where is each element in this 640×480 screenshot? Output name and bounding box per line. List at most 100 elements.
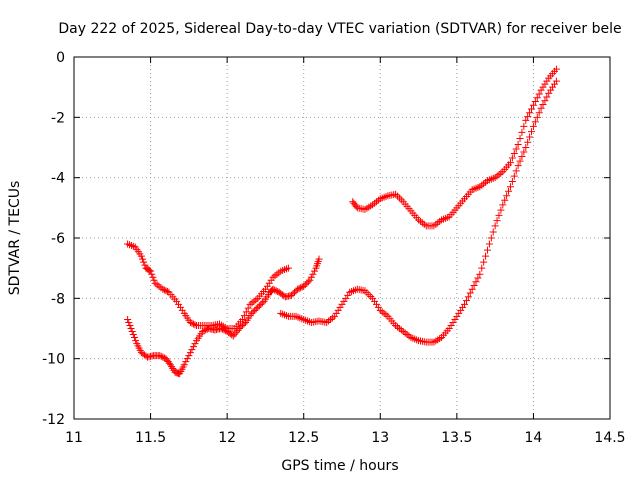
grid (74, 57, 610, 419)
y-tick-label: -12 (42, 412, 65, 428)
data-point (251, 306, 259, 314)
data-point (219, 325, 227, 333)
data-point (380, 309, 388, 317)
data-point (495, 171, 503, 179)
data-point (186, 318, 194, 326)
data-point (397, 196, 405, 204)
data-point (453, 312, 461, 320)
data-point (495, 211, 503, 219)
data-point (202, 326, 210, 334)
data-point (191, 321, 199, 329)
data-point (281, 266, 289, 274)
data-point (470, 282, 478, 290)
data-point (200, 327, 208, 335)
data-point (545, 89, 553, 97)
data-point (235, 325, 243, 332)
data-point (510, 172, 518, 180)
data-point (397, 326, 405, 334)
x-tick-label: 13.5 (441, 430, 472, 446)
data-point (552, 77, 560, 85)
data-point (336, 303, 344, 311)
data-point (162, 287, 170, 295)
series-track-3 (277, 77, 560, 346)
data-point (151, 279, 159, 287)
series-track-4 (349, 65, 560, 230)
data-point (528, 128, 536, 136)
data-point (537, 86, 545, 94)
data-point (418, 219, 426, 227)
data-point (529, 101, 537, 109)
data-point (304, 278, 312, 286)
data-point (483, 246, 491, 254)
x-tick-label: 11 (65, 430, 83, 446)
data-point (269, 285, 277, 293)
data-point (310, 267, 318, 275)
data-point (175, 300, 183, 308)
data-point (535, 90, 543, 98)
data-point (462, 297, 470, 305)
data-point (457, 306, 465, 314)
data-point (124, 315, 132, 323)
data-point (482, 252, 490, 260)
data-point (512, 145, 520, 153)
data-point (244, 304, 252, 312)
data-point (128, 328, 136, 336)
data-point (491, 222, 499, 230)
data-point (464, 293, 472, 301)
data-point (323, 318, 331, 326)
data-point (291, 288, 299, 296)
data-point (474, 274, 482, 282)
data-point (505, 187, 513, 195)
x-tick-label: 12 (218, 430, 236, 446)
data-point (394, 323, 402, 331)
y-tick-label: -8 (51, 291, 65, 307)
x-tick-labels: 11 11.5 12 12.5 13 13.5 14 14.5 (65, 430, 626, 446)
data-point (524, 138, 532, 146)
data-point (399, 328, 407, 336)
data-point (180, 361, 188, 369)
data-point (328, 314, 336, 322)
data-point (242, 308, 250, 316)
data-point (301, 281, 309, 289)
data-point (466, 289, 474, 297)
chart-title: Day 222 of 2025, Sidereal Day-to-day VTE… (58, 21, 621, 37)
data-point (524, 113, 532, 121)
x-axis-label: GPS time / hours (281, 458, 398, 474)
data-point (188, 319, 196, 327)
data-point (220, 326, 228, 334)
data-point (127, 242, 135, 250)
data-point (487, 175, 495, 183)
data-point (240, 320, 248, 328)
x-tick-label: 13 (371, 430, 389, 446)
data-point (297, 284, 305, 292)
data-point (514, 140, 522, 148)
data-point (150, 276, 158, 284)
data-point (257, 300, 265, 308)
data-point (148, 270, 156, 278)
data-point (512, 167, 520, 175)
data-point (300, 282, 308, 290)
data-point (472, 278, 480, 286)
data-point (501, 196, 509, 204)
data-point (289, 290, 297, 298)
data-point (147, 267, 155, 275)
data-point (361, 287, 369, 295)
data-point (149, 273, 157, 281)
data-point (369, 294, 377, 302)
plot-frame (73, 56, 611, 420)
data-point (159, 353, 167, 361)
data-point (263, 282, 271, 290)
data-point (258, 299, 266, 307)
y-tick-label: -6 (51, 231, 65, 247)
data-point (522, 144, 530, 151)
data-point (344, 291, 352, 299)
data-point (271, 272, 279, 280)
data-point (186, 349, 194, 357)
data-point (140, 258, 148, 266)
data-point (284, 264, 292, 272)
data-point (254, 303, 262, 311)
data-point (520, 122, 528, 130)
data-point (265, 279, 273, 287)
data-point (395, 194, 403, 202)
